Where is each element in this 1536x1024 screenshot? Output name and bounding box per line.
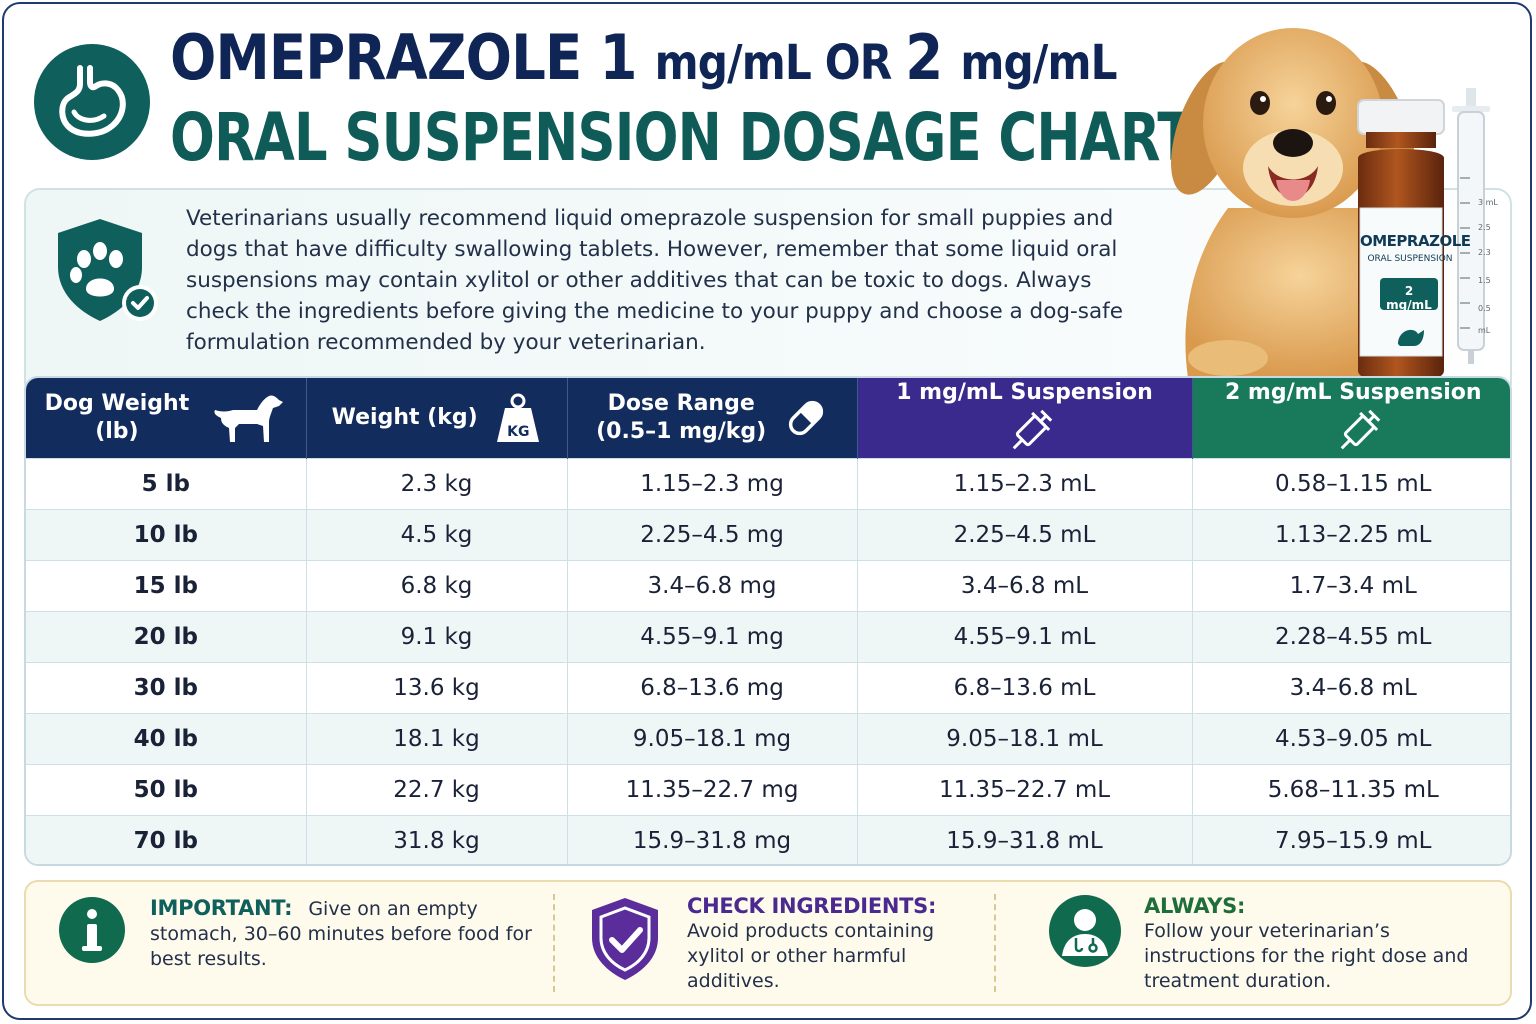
cell-dose-range: 3.4–6.8 mg <box>566 559 857 611</box>
header-1mg-suspension: 1 mg/mL Suspension <box>856 378 1192 458</box>
info-icon <box>59 897 125 963</box>
table-row: 5 lb 2.3 kg 1.15–2.3 mg 1.15–2.3 mL 0.58… <box>26 457 1510 509</box>
title-line-2: ORAL SUSPENSION DOSAGE CHART <box>170 99 1193 176</box>
syringe-mark-1: 3 mL <box>1478 198 1498 207</box>
table-row: 30 lb 13.6 kg 6.8–13.6 mg 6.8–13.6 mL 3.… <box>26 661 1510 713</box>
cell-dose-range: 4.55–9.1 mg <box>566 610 857 662</box>
cell-weight-kg: 4.5 kg <box>305 508 567 560</box>
footer-always-text: Follow your veterinarian’s instructions … <box>1144 920 1469 992</box>
footer-divider <box>994 894 996 992</box>
cell-dog-weight: 10 lb <box>26 508 306 560</box>
syringe-mark-2: 2.5 <box>1478 223 1491 232</box>
cell-dog-weight: 15 lb <box>26 559 306 611</box>
header-dog-weight: Dog Weight (lb) <box>26 378 306 458</box>
cell-dose-range: 15.9–31.8 mg <box>566 814 857 864</box>
cell-dose-range: 1.15–2.3 mg <box>566 457 857 509</box>
table-row: 20 lb 9.1 kg 4.55–9.1 mg 4.55–9.1 mL 2.2… <box>26 610 1510 662</box>
footer-panel <box>24 880 1512 1006</box>
table-row: 15 lb 6.8 kg 3.4–6.8 mg 3.4–6.8 mL 1.7–3… <box>26 559 1510 611</box>
syringe-mark-3: 2.3 <box>1478 248 1491 257</box>
footer-important: IMPORTANT: Give on an empty stomach, 30–… <box>150 896 540 972</box>
shield-check-icon <box>592 898 658 980</box>
kg-badge-label: KG <box>507 423 530 440</box>
table-row: 70 lb 31.8 kg 15.9–31.8 mg 15.9–31.8 mL … <box>26 814 1510 864</box>
pill-icon <box>788 400 824 435</box>
cell-weight-kg: 2.3 kg <box>305 457 567 509</box>
cell-dose-range: 2.25–4.5 mg <box>566 508 857 560</box>
cell-dose-range: 9.05–18.1 mg <box>566 712 857 764</box>
bottle-strength: 2 mg/mL <box>1386 284 1432 312</box>
cell-1mg-volume: 1.15–2.3 mL <box>856 457 1192 509</box>
cell-2mg-volume: 5.68–11.35 mL <box>1191 763 1510 815</box>
footer-important-heading: IMPORTANT: <box>150 896 293 920</box>
cell-weight-kg: 22.7 kg <box>305 763 567 815</box>
cell-dog-weight: 20 lb <box>26 610 306 662</box>
cell-2mg-volume: 2.28–4.55 mL <box>1191 610 1510 662</box>
cell-dog-weight: 5 lb <box>26 457 306 509</box>
bottle-icon <box>1357 99 1445 378</box>
cell-1mg-volume: 9.05–18.1 mL <box>856 712 1192 764</box>
puppy-and-bottle-illustration <box>1171 28 1490 378</box>
cell-weight-kg: 18.1 kg <box>305 712 567 764</box>
dog-icon <box>214 395 283 442</box>
cell-1mg-volume: 2.25–4.5 mL <box>856 508 1192 560</box>
cell-2mg-volume: 3.4–6.8 mL <box>1191 661 1510 713</box>
table-row: 50 lb 22.7 kg 11.35–22.7 mg 11.35–22.7 m… <box>26 763 1510 815</box>
header-dose-range: Dose Range (0.5–1 mg/kg) <box>566 378 857 458</box>
kg-weight-icon: KG <box>495 392 541 444</box>
cell-dose-range: 11.35–22.7 mg <box>566 763 857 815</box>
cell-weight-kg: 13.6 kg <box>305 661 567 713</box>
cell-dog-weight: 30 lb <box>26 661 306 713</box>
footer-always-heading: ALWAYS: <box>1144 894 1246 918</box>
footer-check: CHECK INGREDIENTS: Avoid products contai… <box>687 894 977 994</box>
cell-2mg-volume: 1.13–2.25 mL <box>1191 508 1510 560</box>
cell-dose-range: 6.8–13.6 mg <box>566 661 857 713</box>
table-header-row: Dog Weight (lb) Weight (kg) KG <box>26 378 1510 458</box>
footer-divider <box>553 894 555 992</box>
cell-weight-kg: 31.8 kg <box>305 814 567 864</box>
cell-weight-kg: 9.1 kg <box>305 610 567 662</box>
paw-shield-icon <box>58 219 158 321</box>
stomach-icon <box>59 65 126 137</box>
syringe-icon <box>1452 88 1490 364</box>
cell-2mg-volume: 0.58–1.15 mL <box>1191 457 1510 509</box>
syringe-header-icon-2 <box>1340 409 1381 450</box>
syringe-unit: mL <box>1478 326 1491 335</box>
cell-dog-weight: 70 lb <box>26 814 306 864</box>
header-2mg-suspension: 2 mg/mL Suspension <box>1191 378 1510 458</box>
intro-text: Veterinarians usually recommend liquid o… <box>186 206 1123 355</box>
puppy-icon <box>1171 28 1415 378</box>
stomach-logo <box>34 44 150 160</box>
bottle-subtitle: ORAL SUSPENSION <box>1367 254 1453 264</box>
footer-check-heading: CHECK INGREDIENTS: <box>687 894 937 918</box>
syringe-mark-4: 1.5 <box>1478 276 1491 285</box>
cell-1mg-volume: 6.8–13.6 mL <box>856 661 1192 713</box>
cell-2mg-volume: 7.95–15.9 mL <box>1191 814 1510 864</box>
header-weight-kg: Weight (kg) KG <box>305 378 567 458</box>
title-line-1: OMEPRAZOLE 1 mg/mL OR 2 mg/mL <box>170 21 1118 94</box>
cell-2mg-volume: 1.7–3.4 mL <box>1191 559 1510 611</box>
footer-always: ALWAYS: Follow your veterinarian’s instr… <box>1144 894 1474 994</box>
footer-check-text: Avoid products containing xylitol or oth… <box>687 920 935 992</box>
syringe-header-icon <box>1012 409 1052 450</box>
bottle-brand: OMEPRAZOLE <box>1360 232 1471 250</box>
cell-1mg-volume: 15.9–31.8 mL <box>856 814 1192 864</box>
footer-important-text: Give on an empty stomach, 30–60 minutes … <box>150 898 532 970</box>
cell-1mg-volume: 3.4–6.8 mL <box>856 559 1192 611</box>
veterinarian-icon <box>1049 895 1121 967</box>
dosage-table: Dog Weight (lb) Weight (kg) KG <box>24 376 1512 866</box>
cell-dog-weight: 40 lb <box>26 712 306 764</box>
cell-1mg-volume: 11.35–22.7 mL <box>856 763 1192 815</box>
cell-1mg-volume: 4.55–9.1 mL <box>856 610 1192 662</box>
table-row: 10 lb 4.5 kg 2.25–4.5 mg 2.25–4.5 mL 1.1… <box>26 508 1510 560</box>
cell-2mg-volume: 4.53–9.05 mL <box>1191 712 1510 764</box>
cell-dog-weight: 50 lb <box>26 763 306 815</box>
cell-weight-kg: 6.8 kg <box>305 559 567 611</box>
syringe-mark-5: 0.5 <box>1478 304 1491 313</box>
table-row: 40 lb 18.1 kg 9.05–18.1 mg 9.05–18.1 mL … <box>26 712 1510 764</box>
